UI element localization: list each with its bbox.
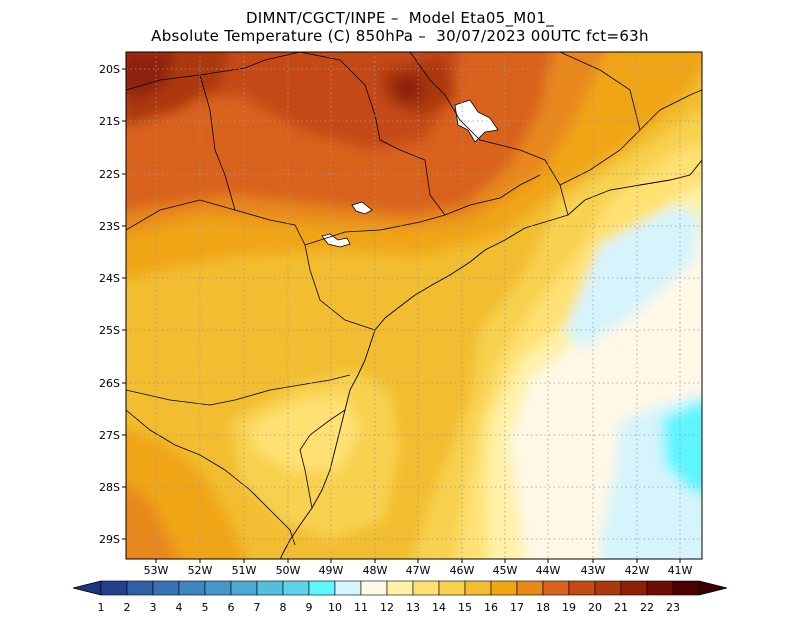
colorbar-cell [386,580,414,596]
colorbar-label: 13 [406,601,420,614]
lon-label: 44W [536,564,561,577]
colorbar-label: 21 [614,601,628,614]
temperature-field [126,52,702,559]
colorbar-cell [490,580,518,596]
colorbar-label: 17 [510,601,524,614]
colorbar-label: 15 [458,601,472,614]
colorbar-label: 9 [306,601,313,614]
colorbar-cell [568,580,596,596]
colorbar-label: 1 [98,601,105,614]
lat-label: 24S [99,272,120,285]
colorbar-cell [672,580,700,596]
lon-label: 48W [363,564,388,577]
colorbar-cell [620,580,648,596]
lon-label: 51W [232,564,257,577]
lon-label: 50W [276,564,301,577]
lat-label: 22S [99,168,120,181]
colorbar-label: 14 [432,601,446,614]
colorbar-cell [542,580,570,596]
lon-label: 47W [406,564,431,577]
colorbar-cell [256,580,284,596]
colorbar-cell [230,580,258,596]
longitude-labels: 53W 52W 51W 50W 49W 48W 47W 46W 45W 44W … [144,564,693,577]
lon-label: 52W [188,564,213,577]
colorbar-cell [334,580,362,596]
colorbar-high-arrow [698,580,728,596]
lon-label: 46W [450,564,475,577]
colorbar-label: 2 [124,601,131,614]
colorbar-cell [594,580,622,596]
lat-label: 21S [99,115,120,128]
lat-label: 28S [99,481,120,494]
map-title-line-2: Absolute Temperature (C) 850hPa – 30/07/… [151,27,649,45]
state-borders [126,52,702,546]
map-grid [126,52,702,559]
colorbar-cell [646,580,674,596]
colorbar-cell [464,580,492,596]
colorbar-cell [308,580,336,596]
lat-label: 23S [99,220,120,233]
lat-label: 20S [99,63,120,76]
lon-label: 42W [625,564,650,577]
colorbar-label: 16 [484,601,498,614]
lon-label: 49W [319,564,344,577]
colorbar-label: 11 [354,601,368,614]
colorbar-cell [412,580,440,596]
colorbar-label: 23 [666,601,680,614]
colorbar-label: 8 [280,601,287,614]
axis-ticks [122,68,681,563]
coastline [279,159,702,559]
latitude-labels: 20S 21S 22S 23S 24S 25S 26S 27S 28S 29S [99,63,120,546]
colorbar-label: 18 [536,601,550,614]
colorbar-label: 4 [176,601,183,614]
colorbar-cell [360,580,388,596]
lon-label: 41W [668,564,693,577]
colorbar-label: 10 [328,601,342,614]
colorbar-label: 7 [254,601,261,614]
colorbar-cell [100,580,128,596]
colorbar-cell [516,580,544,596]
colorbar-label: 19 [562,601,576,614]
colorbar-label: 3 [150,601,157,614]
colorbar-label: 22 [640,601,654,614]
lon-label: 45W [493,564,518,577]
lon-label: 43W [581,564,606,577]
colorbar-label: 20 [588,601,602,614]
colorbar-label: 6 [228,601,235,614]
lat-label: 26S [99,377,120,390]
colorbar-cell [126,580,154,596]
lon-label: 53W [144,564,169,577]
colorbar-cell [438,580,466,596]
colorbar-label: 12 [380,601,394,614]
colorbar-cell [282,580,310,596]
lat-label: 27S [99,429,120,442]
map-title-line-1: DIMNT/CGCT/INPE – Model Eta05_M01_ [245,9,555,27]
color-bar: 1 2 3 4 5 6 7 8 9 10 11 12 13 14 15 16 17 18 19 20 21 22 23 [72,580,728,614]
lat-label: 29S [99,533,120,546]
plot-frame [125,51,703,560]
colorbar-cell [178,580,206,596]
lat-label: 25S [99,324,120,337]
colorbar-cell [204,580,232,596]
colorbar-cell [152,580,180,596]
colorbar-low-arrow [72,580,102,596]
colorbar-label: 5 [202,601,209,614]
